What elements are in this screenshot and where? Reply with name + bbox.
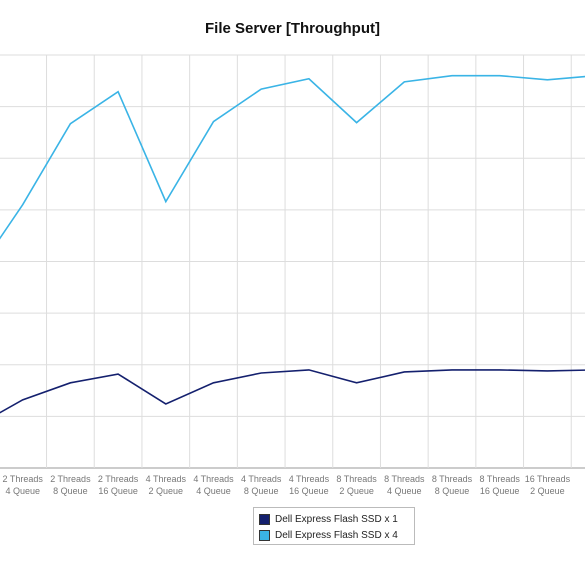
legend-label: Dell Express Flash SSD x 1 [275, 513, 398, 525]
series-line [0, 74, 585, 240]
series-line [0, 369, 585, 414]
chart-title: File Server [Throughput] [204, 20, 380, 37]
x-tick-label: 4 Threads 16 Queue [288, 474, 330, 496]
x-tick-label: 8 Threads 16 Queue [479, 474, 520, 496]
x-tick-label: 16 Threads 2 Queue [524, 474, 571, 496]
x-tick-label: 4 Threads 8 Queue [241, 474, 282, 496]
x-tick-label: 2 Threads 4 Queue [2, 474, 43, 496]
x-tick-label: 2 Threads 16 Queue [97, 474, 139, 496]
legend-label: Dell Express Flash SSD x 4 [275, 529, 398, 541]
x-tick-label: 4 Threads 2 Queue [145, 474, 186, 496]
x-tick-label: 4 Threads 4 Queue [193, 474, 234, 496]
x-tick-label: 2 Threads 8 Queue [50, 474, 91, 496]
legend-item: Dell Express Flash SSD x 1 [259, 511, 409, 527]
legend-swatch [259, 513, 270, 525]
legend-item: Dell Express Flash SSD x 4 [259, 527, 409, 543]
x-tick-label: 8 Threads 2 Queue [336, 474, 377, 496]
x-tick-label: 8 Threads 8 Queue [431, 474, 473, 496]
x-tick-label: 8 Threads 4 Queue [384, 474, 425, 496]
legend: Dell Express Flash SSD x 1 Dell Express F… [253, 507, 415, 545]
legend-swatch [259, 529, 270, 541]
